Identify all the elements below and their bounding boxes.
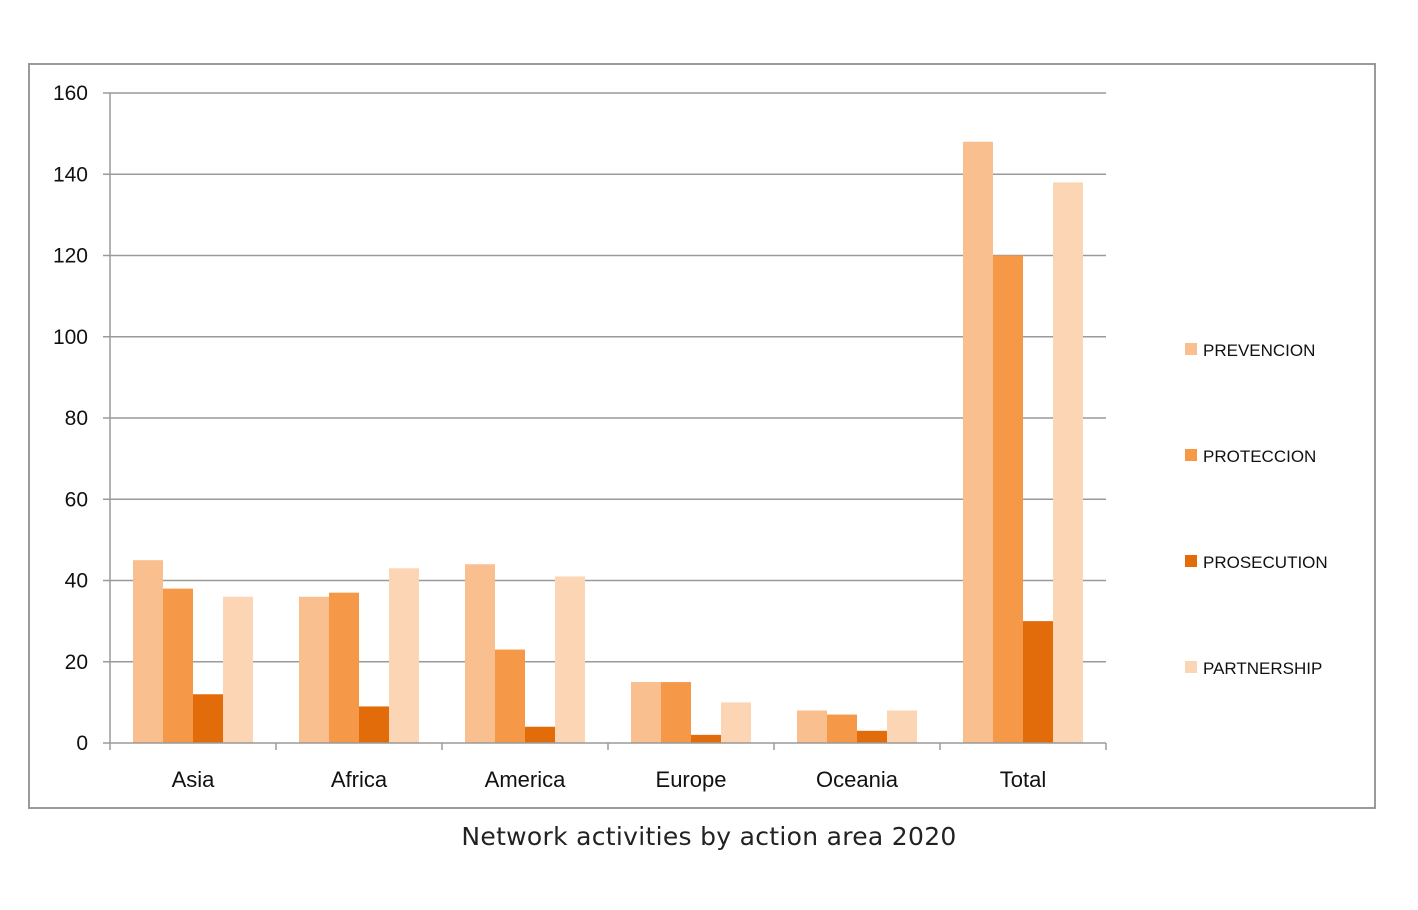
bar-prosecution-africa xyxy=(359,706,389,743)
bar-partnership-oceania xyxy=(887,710,917,743)
bar-prevencion-asia xyxy=(133,560,163,743)
bar-prevencion-america xyxy=(465,564,495,743)
legend-label: PARTNERSHIP xyxy=(1203,659,1322,678)
bar-prosecution-total xyxy=(1023,621,1053,743)
bar-prosecution-oceania xyxy=(857,730,887,743)
bar-partnership-europe xyxy=(721,702,751,743)
legend-label: PROTECCION xyxy=(1203,447,1316,466)
x-tick-label: Africa xyxy=(331,767,388,792)
bar-partnership-africa xyxy=(389,568,419,743)
bar-partnership-total xyxy=(1053,182,1083,743)
legend: PREVENCION PROTECCION PROSECUTION PARTNERSH… xyxy=(1185,341,1328,678)
bar-partnership-america xyxy=(555,576,585,743)
x-tick-label: Europe xyxy=(656,767,727,792)
bars xyxy=(133,141,1083,743)
bar-prosecution-europe xyxy=(691,734,721,743)
bar-prevencion-oceania xyxy=(797,710,827,743)
axes: 0 20 40 60 80 100 120 140 160 Asia Africa America Eu… xyxy=(53,82,1107,792)
chart-title: Network activities by action area 2020 xyxy=(461,822,957,851)
y-tick-label: 120 xyxy=(53,245,88,268)
y-tick-label: 100 xyxy=(53,326,88,349)
y-tick-label: 80 xyxy=(65,407,88,430)
chart-frame xyxy=(28,63,1376,809)
x-tick-label: America xyxy=(485,767,566,792)
y-tick-label: 60 xyxy=(65,488,88,511)
legend-swatch xyxy=(1185,555,1197,567)
bar-proteccion-total xyxy=(993,255,1023,743)
bar-prosecution-asia xyxy=(193,694,223,743)
legend-label: PROSECUTION xyxy=(1203,553,1328,572)
bar-prevencion-europe xyxy=(631,682,661,743)
bar-proteccion-europe xyxy=(661,682,691,743)
y-tick-label: 40 xyxy=(65,570,88,593)
y-tick-label: 0 xyxy=(76,732,88,755)
y-tick-label: 160 xyxy=(53,82,88,105)
bar-partnership-asia xyxy=(223,596,253,743)
legend-swatch xyxy=(1185,661,1197,673)
legend-label: PREVENCION xyxy=(1203,341,1315,360)
legend-swatch xyxy=(1185,343,1197,355)
gridlines xyxy=(110,92,1106,663)
bar-proteccion-asia xyxy=(163,588,193,743)
y-tick-label: 140 xyxy=(53,163,88,186)
x-tick-label: Oceania xyxy=(816,767,899,792)
bar-proteccion-oceania xyxy=(827,714,857,743)
bar-proteccion-america xyxy=(495,649,525,743)
bar-prevencion-total xyxy=(963,141,993,743)
x-tick-label: Asia xyxy=(172,767,216,792)
y-tick-label: 20 xyxy=(65,651,88,674)
legend-swatch xyxy=(1185,449,1197,461)
bar-proteccion-africa xyxy=(329,592,359,743)
bar-prevencion-africa xyxy=(299,596,329,743)
x-tick-label: Total xyxy=(1000,767,1046,792)
bar-prosecution-america xyxy=(525,726,555,743)
